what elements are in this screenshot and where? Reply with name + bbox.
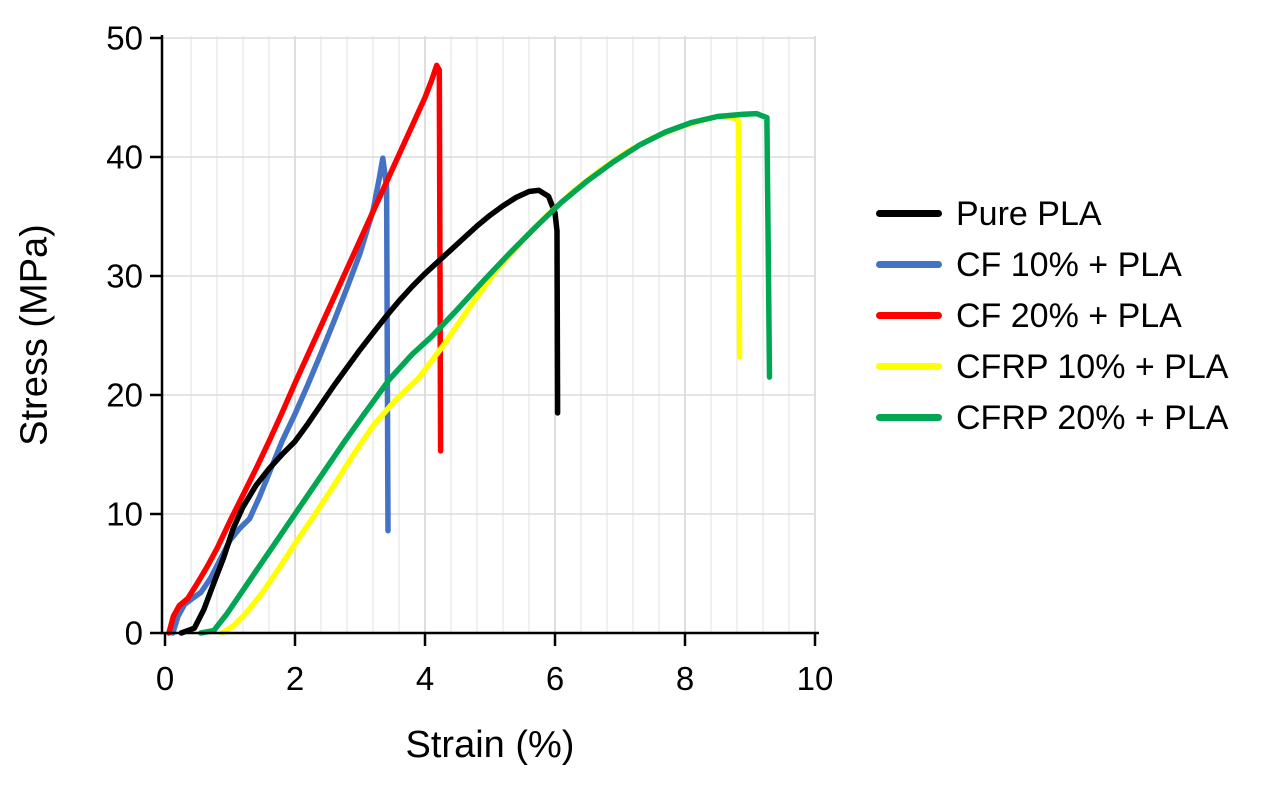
x-tick-label: 2 [286, 660, 304, 697]
y-axis-title: Stress (MPa) [13, 224, 56, 446]
legend: Pure PLA CF 10% + PLA CF 20% + PLA CFRP … [876, 188, 1228, 443]
legend-swatch-pure-pla [876, 210, 942, 217]
series-line-cf-20-pla [166, 62, 444, 636]
y-tick-label: 40 [106, 139, 143, 176]
legend-item-cfrp10-pla: CFRP 10% + PLA [876, 341, 1228, 392]
x-tick-label: 0 [156, 660, 174, 697]
legend-item-cf10-pla: CF 10% + PLA [876, 239, 1228, 290]
legend-swatch-cf10-pla [876, 261, 942, 268]
x-tick-label: 10 [797, 660, 834, 697]
series-lines [166, 62, 773, 636]
y-tick-label: 0 [125, 615, 143, 652]
y-tick-label: 20 [106, 377, 143, 414]
tick-labels: 0 10 20 30 40 50 0 2 4 6 8 10 [106, 20, 833, 698]
y-tick-label: 50 [106, 20, 143, 57]
series-line-cfrp-20-pla [198, 110, 773, 636]
x-tick-label: 8 [676, 660, 694, 697]
legend-label: CFRP 10% + PLA [956, 347, 1229, 386]
legend-swatch-cfrp10-pla [876, 363, 942, 370]
legend-swatch-cfrp20-pla [876, 414, 942, 421]
y-tick-label: 10 [106, 496, 143, 533]
axes [150, 35, 819, 646]
legend-item-cf20-pla: CF 20% + PLA [876, 290, 1228, 341]
legend-label: CFRP 20% + PLA [956, 398, 1229, 437]
x-axis-title: Strain (%) [405, 724, 575, 766]
legend-label: CF 10% + PLA [956, 245, 1182, 284]
legend-label: CF 20% + PLA [956, 296, 1182, 335]
x-tick-label: 6 [546, 660, 564, 697]
y-tick-label: 30 [106, 258, 143, 295]
series-line-pure-pla [178, 187, 561, 636]
legend-swatch-cf20-pla [876, 312, 942, 319]
legend-label: Pure PLA [956, 194, 1102, 233]
legend-item-pure-pla: Pure PLA [876, 188, 1228, 239]
legend-item-cfrp20-pla: CFRP 20% + PLA [876, 392, 1228, 443]
x-tick-label: 4 [416, 660, 434, 697]
gridlines [162, 36, 816, 633]
